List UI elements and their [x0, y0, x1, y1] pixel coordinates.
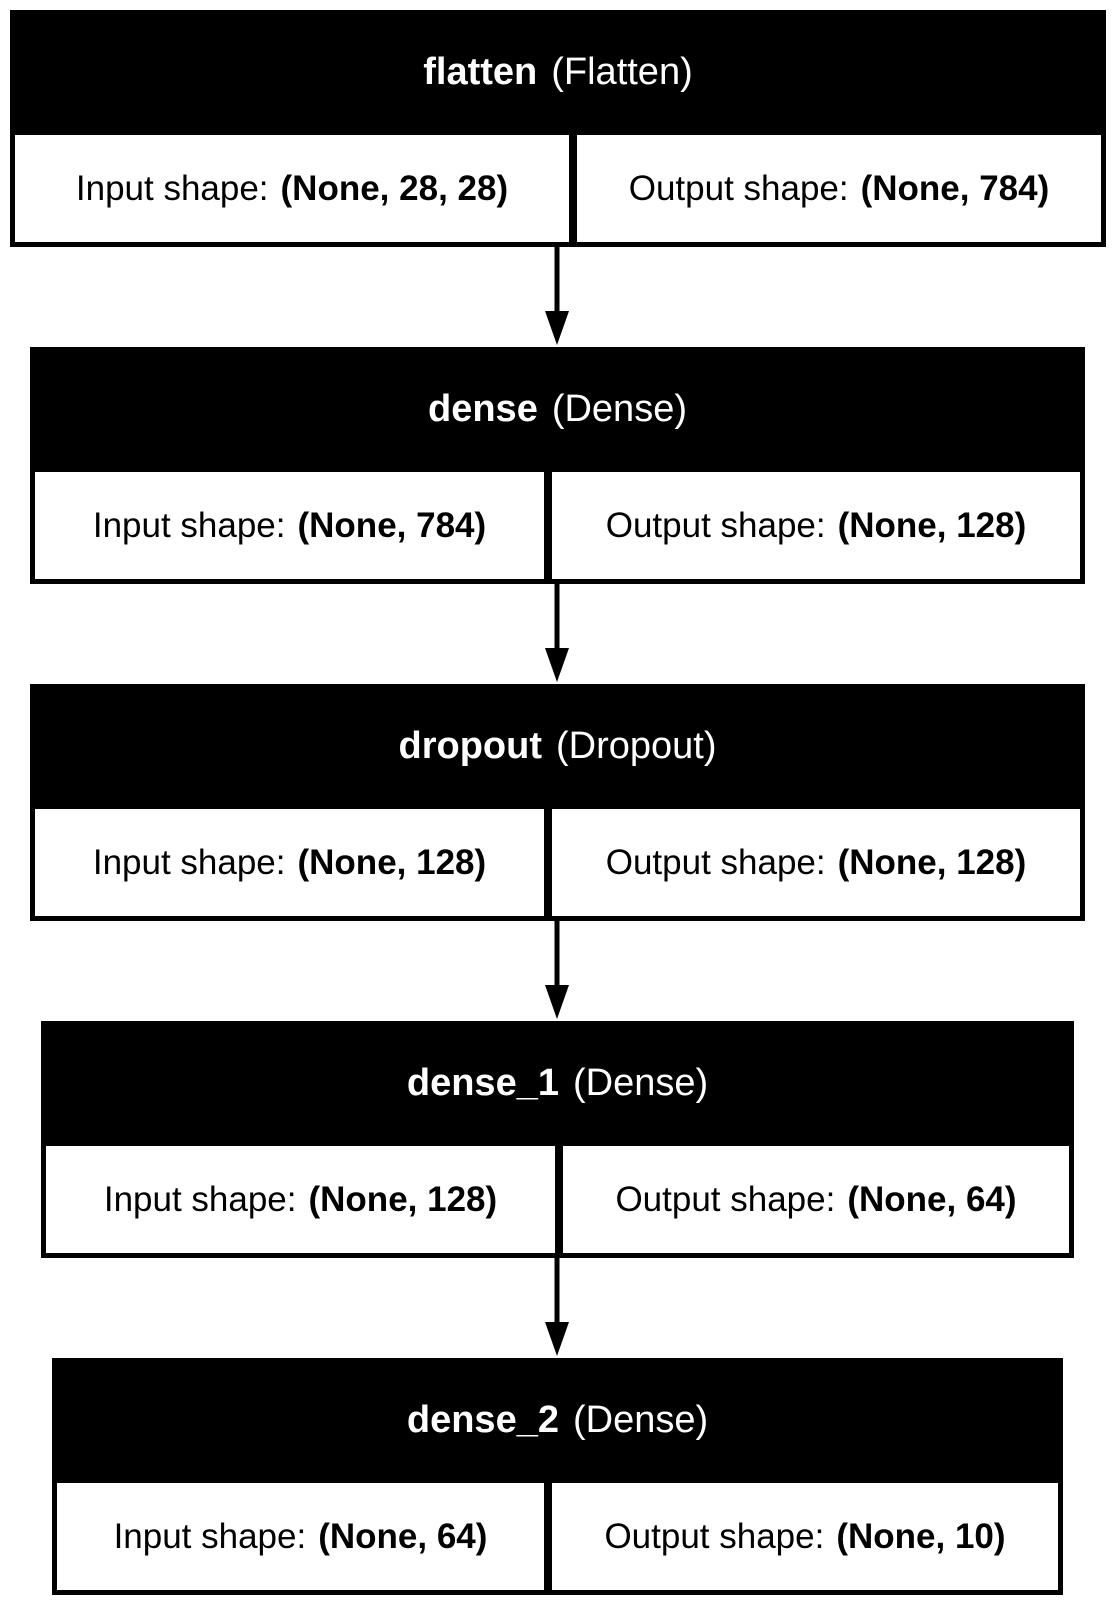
layer-header: flatten (Flatten) — [15, 15, 1101, 130]
shape-row: Input shape: (None, 64) Output shape: (N… — [57, 1483, 1058, 1590]
input-shape-label: Input shape: — [103, 1179, 297, 1219]
input-shape-cell: Input shape: (None, 128) — [35, 809, 544, 916]
layer-type: (Flatten) — [551, 51, 693, 93]
arrow-connector — [545, 245, 569, 345]
layer-box-dropout: dropout (Dropout) Input shape: (None, 12… — [30, 684, 1085, 921]
layer-box-flatten: flatten (Flatten) Input shape: (None, 28… — [10, 10, 1106, 247]
output-shape-cell: Output shape: (None, 64) — [563, 1146, 1069, 1253]
input-shape-cell: Input shape: (None, 64) — [57, 1483, 544, 1590]
layer-box-dense-2: dense_2 (Dense) Input shape: (None, 64) … — [52, 1358, 1063, 1595]
shape-row: Input shape: (None, 128) Output shape: (… — [46, 1146, 1069, 1253]
layer-header: dense_2 (Dense) — [57, 1363, 1058, 1478]
layer-header: dense_1 (Dense) — [46, 1026, 1069, 1141]
layer-header: dense (Dense) — [35, 352, 1080, 467]
shape-row: Input shape: (None, 784) Output shape: (… — [35, 472, 1080, 579]
output-shape-cell: Output shape: (None, 10) — [552, 1483, 1058, 1590]
shape-row: Input shape: (None, 28, 28) Output shape… — [15, 135, 1101, 242]
output-shape-cell: Output shape: (None, 128) — [552, 809, 1080, 916]
output-shape-cell: Output shape: (None, 784) — [577, 135, 1101, 242]
output-shape-value: (None, 64) — [847, 1179, 1017, 1219]
layer-name: dense — [428, 388, 538, 430]
layer-type: (Dropout) — [556, 725, 717, 767]
input-shape-value: (None, 28, 28) — [280, 168, 509, 208]
layer-name: dense_1 — [406, 1062, 559, 1104]
input-shape-cell: Input shape: (None, 28, 28) — [15, 135, 569, 242]
output-shape-label: Output shape: — [615, 1179, 836, 1219]
layer-header: dropout (Dropout) — [35, 689, 1080, 804]
layer-box-dense-1: dense_1 (Dense) Input shape: (None, 128)… — [41, 1021, 1074, 1258]
arrow-connector — [545, 582, 569, 682]
output-shape-label: Output shape: — [605, 842, 826, 882]
input-shape-value: (None, 784) — [297, 505, 487, 545]
shape-row: Input shape: (None, 128) Output shape: (… — [35, 809, 1080, 916]
input-shape-label: Input shape: — [75, 168, 269, 208]
output-shape-label: Output shape: — [604, 1516, 825, 1556]
arrow-connector — [545, 919, 569, 1019]
output-shape-value: (None, 784) — [860, 168, 1050, 208]
output-shape-value: (None, 10) — [836, 1516, 1006, 1556]
input-shape-cell: Input shape: (None, 784) — [35, 472, 544, 579]
input-shape-value: (None, 128) — [297, 842, 487, 882]
output-shape-value: (None, 128) — [837, 505, 1027, 545]
input-shape-label: Input shape: — [92, 842, 286, 882]
layer-type: (Dense) — [572, 1399, 709, 1441]
output-shape-label: Output shape: — [605, 505, 826, 545]
arrow-connector — [545, 1256, 569, 1356]
layer-name: flatten — [423, 51, 538, 93]
output-shape-label: Output shape: — [628, 168, 849, 208]
layer-name: dense_2 — [406, 1399, 559, 1441]
output-shape-cell: Output shape: (None, 128) — [552, 472, 1080, 579]
layer-type: (Dense) — [551, 388, 687, 430]
input-shape-cell: Input shape: (None, 128) — [46, 1146, 555, 1253]
input-shape-label: Input shape: — [113, 1516, 307, 1556]
input-shape-value: (None, 128) — [308, 1179, 498, 1219]
input-shape-value: (None, 64) — [318, 1516, 488, 1556]
layer-name: dropout — [398, 725, 542, 767]
input-shape-label: Input shape: — [92, 505, 286, 545]
layer-type: (Dense) — [572, 1062, 709, 1104]
layer-box-dense: dense (Dense) Input shape: (None, 784) O… — [30, 347, 1085, 584]
output-shape-value: (None, 128) — [837, 842, 1027, 882]
